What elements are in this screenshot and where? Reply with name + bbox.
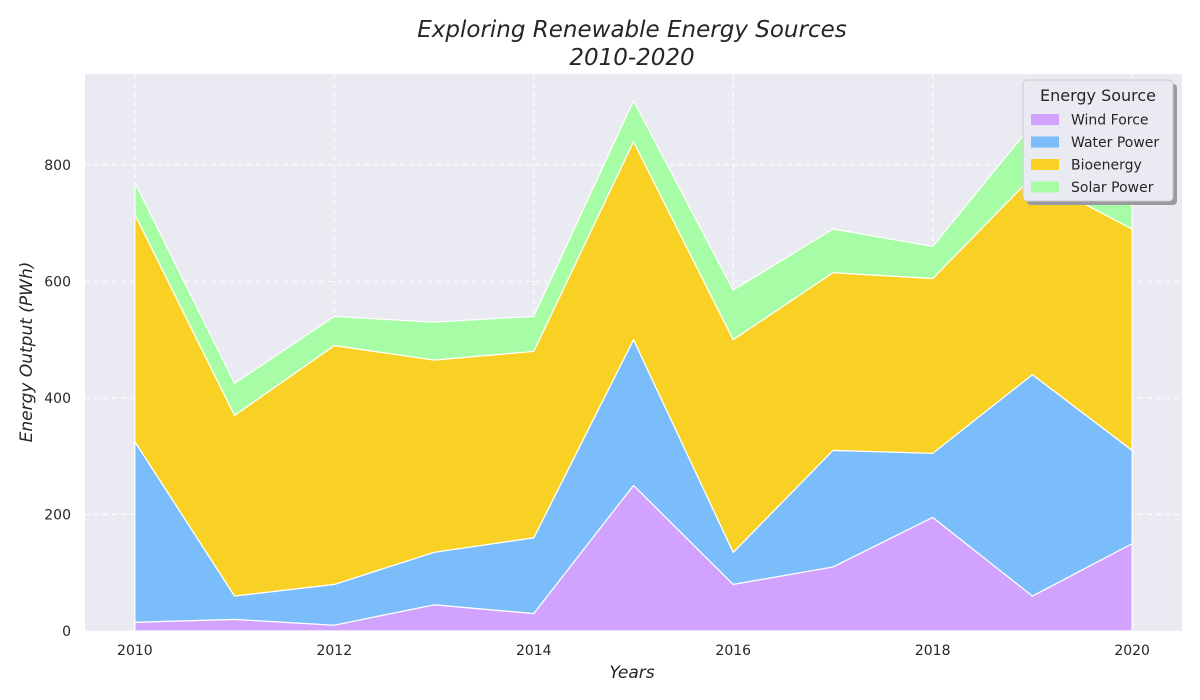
legend-label-bioenergy: Bioenergy: [1071, 158, 1142, 174]
y-tick-labels: 0 200 400 600 800: [44, 158, 71, 640]
y-axis-label: Energy Output (PWh): [17, 262, 37, 443]
legend-swatch-solar-power: [1031, 181, 1059, 193]
legend-swatch-water-power: [1031, 136, 1059, 148]
legend-swatch-wind-force: [1031, 114, 1059, 125]
x-tick-label: 2018: [915, 643, 951, 659]
y-tick-label: 600: [44, 274, 71, 290]
legend-title: Energy Source: [1040, 86, 1156, 105]
stacked-areas: [134, 100, 1133, 632]
legend-box: [1022, 79, 1174, 202]
y-tick-label: 400: [44, 391, 71, 407]
chart-title-line1: Exploring Renewable Energy Sources: [417, 17, 846, 43]
x-tick-labels: 2010 2012 2014 2016 2018 2020: [117, 643, 1150, 659]
area-solar-power: [134, 100, 1133, 417]
x-tick-label: 2010: [117, 643, 153, 659]
x-tick-label: 2014: [516, 643, 552, 659]
y-tick-label: 200: [44, 507, 71, 523]
legend-swatch-bioenergy: [1031, 159, 1059, 170]
x-axis-label: Years: [609, 663, 654, 683]
legend-label-wind-force: Wind Force: [1071, 113, 1149, 129]
legend-label-solar-power: Solar Power: [1071, 180, 1154, 196]
chart-title-line2: 2010-2020: [569, 45, 694, 71]
legend-label-water-power: Water Power: [1071, 135, 1159, 151]
x-tick-label: 2020: [1114, 643, 1150, 659]
legend: Energy Source Wind Force Water Power Bioen…: [1022, 79, 1177, 205]
x-tick-label: 2012: [316, 643, 352, 659]
y-tick-label: 0: [62, 624, 71, 640]
y-tick-label: 800: [44, 158, 71, 174]
x-tick-label: 2016: [715, 643, 751, 659]
